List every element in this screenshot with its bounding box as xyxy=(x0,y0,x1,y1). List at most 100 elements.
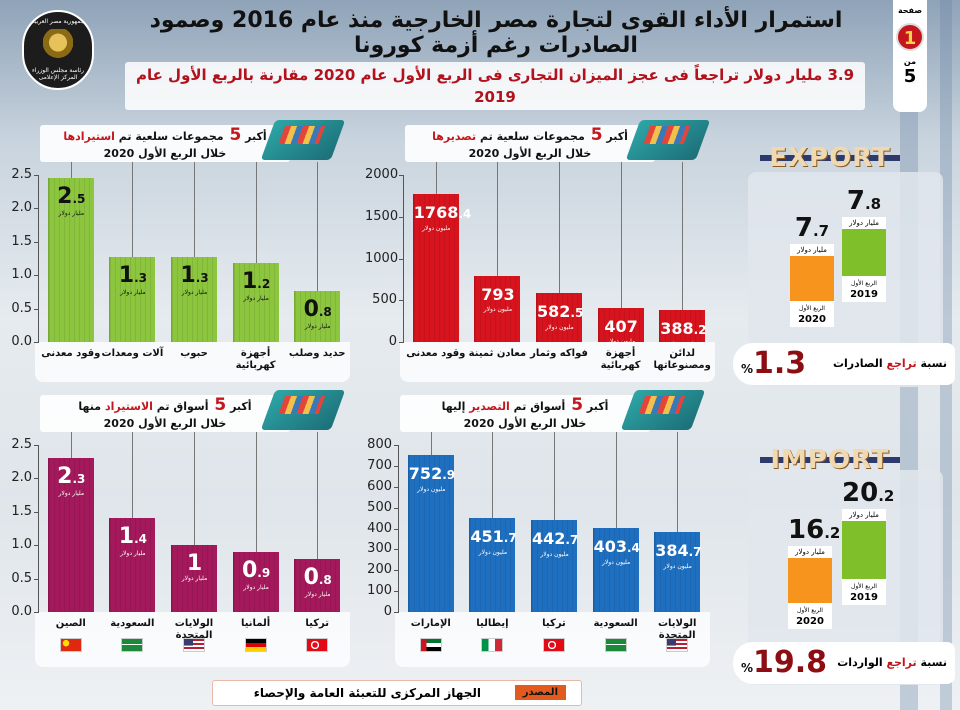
imports-commodities-chart: أكبر 5 مجموعات سلعية تم استيرادها خلال ا… xyxy=(0,120,355,390)
bar-value-label: 1.2 xyxy=(241,269,271,295)
bar-value-label: 1.3 xyxy=(180,263,209,289)
bar-value-label: 1768.4 xyxy=(413,203,472,223)
cargo-ship-icon xyxy=(620,390,706,430)
y-tick-label: 100 xyxy=(367,583,392,599)
category-label: الصين xyxy=(55,618,86,629)
bar: 1 مليار دولار xyxy=(171,545,217,612)
bar-value-label: 407 xyxy=(604,317,638,336)
title-part: التصدير xyxy=(465,400,510,413)
percent-sign: % xyxy=(741,661,754,675)
chart-title: أكبر 5 أسواق تم التصدير إليها خلال الربع… xyxy=(400,395,650,432)
crane-hook-line xyxy=(132,432,134,519)
bar-value-label: 752.9 xyxy=(408,463,456,483)
y-tick-label: 1.0 xyxy=(11,267,32,283)
y-tick-mark xyxy=(34,342,39,343)
bar-unit-label: مليار دولار xyxy=(243,295,269,303)
chart-title-line: أكبر 5 أسواق تم التصدير إليها xyxy=(400,397,650,415)
cargo-ship-icon xyxy=(260,390,346,430)
page-title: استمرار الأداء القوى لتجارة مصر الخارجية… xyxy=(149,8,843,58)
lbl-hl: تراجع xyxy=(886,357,917,370)
germany-flag-icon xyxy=(244,638,267,652)
chart-title-line: أكبر 5 مجموعات سلعية تم استيرادها xyxy=(40,127,290,145)
y-tick-mark xyxy=(34,308,39,310)
bar: 451.7 مليون دولار xyxy=(469,517,517,612)
y-axis-line xyxy=(38,445,39,612)
bar: 1.3 مليار دولار xyxy=(171,257,217,342)
crane-hook-line xyxy=(620,162,622,308)
y-axis-line xyxy=(38,175,39,342)
crane-hook-line xyxy=(70,432,72,459)
bar: 403.4 مليون دولار xyxy=(592,527,640,612)
crane-hook-line xyxy=(677,432,679,532)
import-decline-box: نسبة تراجع الواردات %19.8 xyxy=(733,642,955,684)
page-current: 1 xyxy=(896,23,924,51)
y-tick-mark xyxy=(399,216,404,218)
title-part: أكبر xyxy=(583,400,609,413)
crane-hook-line xyxy=(194,162,195,258)
unit-label: مليار دولار xyxy=(842,217,886,229)
export-2019-bar xyxy=(842,229,886,276)
quarter-label: الربع الأول xyxy=(851,280,877,287)
bar-value-decimal: .3 xyxy=(134,271,147,286)
y-tick-mark xyxy=(399,258,404,260)
y-tick-label: 1000 xyxy=(365,250,399,266)
title-part: أكبر xyxy=(226,400,252,413)
category-label: تركيا xyxy=(542,618,566,629)
bar-value-decimal: .7 xyxy=(688,544,702,559)
import-2020-column: 16.2 مليار دولار الربع الأول 2020 xyxy=(788,515,841,629)
y-tick-mark xyxy=(394,549,399,551)
quarter-label: الربع الأول xyxy=(799,305,825,312)
lbl-hl: تراجع xyxy=(886,656,917,669)
crane-hook-line xyxy=(317,432,319,559)
crane-hook-line xyxy=(559,162,560,294)
category-axis-panel xyxy=(400,342,715,382)
italy-flag-icon xyxy=(481,638,504,652)
y-tick-mark xyxy=(34,445,39,446)
source-text: الجهاز المركزى للتعبئة العامة والإحصاء xyxy=(253,686,481,700)
import-banner: IMPORT xyxy=(760,445,900,475)
bar-unit-label: مليون دولار xyxy=(540,550,569,558)
bar: 388.2 مليون دولار xyxy=(659,309,707,348)
title-part: 5 xyxy=(584,125,603,145)
bar: 582.5 مليون دولار xyxy=(536,293,583,342)
bar-value-decimal: .5 xyxy=(72,191,86,206)
usa-flag-icon xyxy=(183,638,205,652)
y-tick-mark xyxy=(34,241,39,243)
y-tick-label: 300 xyxy=(367,541,392,557)
exports-commodities-chart: أكبر 5 مجموعات سلعية تم تصديرها خلال الر… xyxy=(365,120,720,390)
import-2020-value: 16.2 xyxy=(788,515,841,545)
bar-unit-label: مليون دولار xyxy=(663,562,692,570)
import-2019-column: 20.2 مليار دولار الربع الأول 2019 xyxy=(842,480,894,605)
title-part: الاستيراد xyxy=(101,400,153,413)
bar-value-decimal: .8 xyxy=(318,572,332,587)
lbl: نسبة xyxy=(920,656,948,669)
unit-label: مليار دولار xyxy=(788,546,832,558)
bar-value-decimal: .3 xyxy=(195,271,209,286)
category-label: السعودية xyxy=(593,618,638,629)
crane-hook-line xyxy=(554,432,555,520)
y-tick-label: 800 xyxy=(367,437,392,452)
y-tick-mark xyxy=(34,612,39,613)
y-tick-mark xyxy=(394,507,399,509)
crane-hook-line xyxy=(492,432,494,518)
source-box: المصدر الجهاز المركزى للتعبئة العامة وال… xyxy=(212,680,582,706)
saudi-flag-icon xyxy=(121,638,144,652)
bar-value-label: 388.2 xyxy=(660,318,707,338)
category-label: لدائن ومصنوعاتها xyxy=(653,348,711,371)
export-decline-value: %1.3 xyxy=(741,346,829,381)
title-part: استيرادها xyxy=(63,130,115,143)
y-tick-label: 0.5 xyxy=(11,570,32,586)
category-label: أجهزة كهربائية xyxy=(600,348,641,371)
turkey-flag-icon xyxy=(306,638,329,652)
title-part: 5 xyxy=(208,395,227,415)
logo-line: جمهورية مصر العربية xyxy=(31,18,85,25)
title-part: مجموعات سلعية تم xyxy=(114,130,224,143)
bar-unit-label: مليار دولار xyxy=(58,209,85,217)
y-tick-mark xyxy=(34,578,39,580)
bar-value-decimal: .2 xyxy=(257,277,271,292)
y-tick-mark xyxy=(394,465,399,467)
export-decline-label: نسبة تراجع الصادرات xyxy=(827,357,947,370)
title-part: 5 xyxy=(565,395,584,415)
y-tick-mark xyxy=(394,612,399,613)
eagle-emblem-icon xyxy=(43,29,73,63)
